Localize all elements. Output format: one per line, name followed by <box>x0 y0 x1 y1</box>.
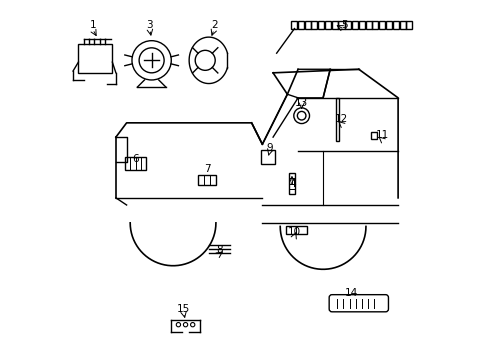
Text: 1: 1 <box>89 19 96 30</box>
Bar <box>345 21 350 28</box>
Text: 13: 13 <box>294 98 307 108</box>
Text: 5: 5 <box>341 19 347 30</box>
Bar <box>285 226 306 234</box>
Bar <box>392 21 398 28</box>
Text: 12: 12 <box>334 114 347 124</box>
Text: 3: 3 <box>146 19 153 30</box>
Bar <box>331 21 337 28</box>
Bar <box>399 21 405 28</box>
Bar <box>378 21 385 28</box>
Bar <box>290 21 296 28</box>
Bar <box>311 21 317 28</box>
Bar <box>260 150 274 164</box>
Bar <box>338 21 344 28</box>
Bar <box>335 98 339 141</box>
Text: 4: 4 <box>289 179 295 189</box>
Text: 10: 10 <box>287 227 301 237</box>
Bar <box>198 175 216 185</box>
Text: 15: 15 <box>177 303 190 314</box>
Bar <box>304 21 310 28</box>
Text: 8: 8 <box>216 245 223 255</box>
Bar <box>317 21 324 28</box>
Bar <box>406 21 411 28</box>
Text: 7: 7 <box>203 164 210 174</box>
Bar <box>324 21 330 28</box>
Bar <box>365 21 371 28</box>
Bar <box>372 21 378 28</box>
Text: 14: 14 <box>345 288 358 297</box>
Bar <box>385 21 391 28</box>
Bar <box>297 21 303 28</box>
Text: 11: 11 <box>375 130 388 140</box>
Bar <box>288 173 294 194</box>
Text: 2: 2 <box>210 19 217 30</box>
Bar <box>351 21 357 28</box>
Bar <box>358 21 364 28</box>
Text: 6: 6 <box>132 154 139 163</box>
Text: 9: 9 <box>265 143 272 153</box>
Bar <box>370 132 376 139</box>
Bar <box>124 157 146 170</box>
